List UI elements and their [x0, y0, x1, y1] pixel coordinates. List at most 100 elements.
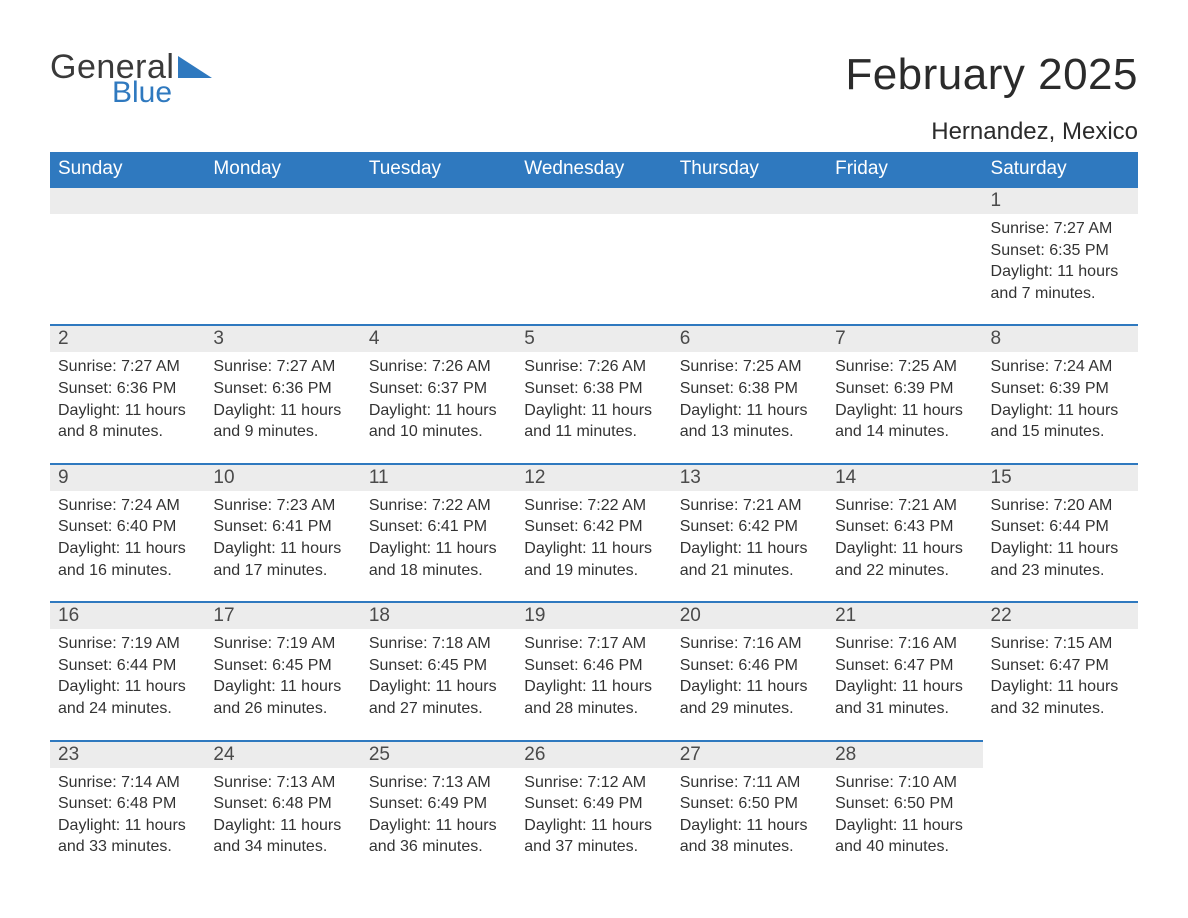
sunset-line: Sunset: 6:42 PM: [680, 516, 819, 538]
day-number: 20: [672, 601, 827, 629]
day-body: Sunrise: 7:22 AMSunset: 6:41 PMDaylight:…: [361, 491, 516, 601]
calendar-cell: 11Sunrise: 7:22 AMSunset: 6:41 PMDayligh…: [361, 463, 516, 601]
calendar-cell: 5Sunrise: 7:26 AMSunset: 6:38 PMDaylight…: [516, 324, 671, 462]
sunrise-line: Sunrise: 7:20 AM: [991, 495, 1130, 517]
day-number: 8: [983, 324, 1138, 352]
calendar-cell: 17Sunrise: 7:19 AMSunset: 6:45 PMDayligh…: [205, 601, 360, 739]
day-number-empty: [827, 186, 982, 214]
daylight-line-1: Daylight: 11 hours: [524, 676, 663, 698]
daylight-line-2: and 10 minutes.: [369, 421, 508, 443]
calendar-cell: 28Sunrise: 7:10 AMSunset: 6:50 PMDayligh…: [827, 740, 982, 878]
sunrise-line: Sunrise: 7:22 AM: [369, 495, 508, 517]
day-number: 26: [516, 740, 671, 768]
day-body: Sunrise: 7:22 AMSunset: 6:42 PMDaylight:…: [516, 491, 671, 601]
calendar-week: 23Sunrise: 7:14 AMSunset: 6:48 PMDayligh…: [50, 740, 1138, 878]
sunrise-line: Sunrise: 7:19 AM: [58, 633, 197, 655]
daylight-line-1: Daylight: 11 hours: [991, 676, 1130, 698]
sunrise-line: Sunrise: 7:14 AM: [58, 772, 197, 794]
daylight-line-1: Daylight: 11 hours: [58, 538, 197, 560]
day-body: Sunrise: 7:26 AMSunset: 6:37 PMDaylight:…: [361, 352, 516, 462]
day-number: 14: [827, 463, 982, 491]
daylight-line-1: Daylight: 11 hours: [213, 815, 352, 837]
sunset-line: Sunset: 6:39 PM: [991, 378, 1130, 400]
calendar-week: 16Sunrise: 7:19 AMSunset: 6:44 PMDayligh…: [50, 601, 1138, 739]
day-number-empty: [672, 186, 827, 214]
sunrise-line: Sunrise: 7:26 AM: [369, 356, 508, 378]
day-number: 27: [672, 740, 827, 768]
daylight-line-2: and 28 minutes.: [524, 698, 663, 720]
calendar-cell: [516, 186, 671, 324]
daylight-line-2: and 21 minutes.: [680, 560, 819, 582]
daylight-line-2: and 14 minutes.: [835, 421, 974, 443]
sunrise-line: Sunrise: 7:27 AM: [991, 218, 1130, 240]
calendar-cell: 7Sunrise: 7:25 AMSunset: 6:39 PMDaylight…: [827, 324, 982, 462]
sunset-line: Sunset: 6:49 PM: [369, 793, 508, 815]
day-number: 19: [516, 601, 671, 629]
sunset-line: Sunset: 6:36 PM: [213, 378, 352, 400]
calendar-cell: 4Sunrise: 7:26 AMSunset: 6:37 PMDaylight…: [361, 324, 516, 462]
day-header: Wednesday: [516, 152, 671, 186]
sunrise-line: Sunrise: 7:19 AM: [213, 633, 352, 655]
daylight-line-2: and 26 minutes.: [213, 698, 352, 720]
daylight-line-2: and 11 minutes.: [524, 421, 663, 443]
day-body: Sunrise: 7:13 AMSunset: 6:49 PMDaylight:…: [361, 768, 516, 878]
sunset-line: Sunset: 6:49 PM: [524, 793, 663, 815]
calendar-cell: 20Sunrise: 7:16 AMSunset: 6:46 PMDayligh…: [672, 601, 827, 739]
daylight-line-2: and 36 minutes.: [369, 836, 508, 858]
day-header: Friday: [827, 152, 982, 186]
day-body: Sunrise: 7:27 AMSunset: 6:36 PMDaylight:…: [50, 352, 205, 462]
daylight-line-2: and 27 minutes.: [369, 698, 508, 720]
sunrise-line: Sunrise: 7:26 AM: [524, 356, 663, 378]
sunset-line: Sunset: 6:48 PM: [213, 793, 352, 815]
day-number: 9: [50, 463, 205, 491]
sunrise-line: Sunrise: 7:21 AM: [680, 495, 819, 517]
daylight-line-1: Daylight: 11 hours: [524, 538, 663, 560]
daylight-line-2: and 32 minutes.: [991, 698, 1130, 720]
sunrise-line: Sunrise: 7:15 AM: [991, 633, 1130, 655]
daylight-line-1: Daylight: 11 hours: [524, 815, 663, 837]
calendar-cell: 9 Sunrise: 7:24 AMSunset: 6:40 PMDaylight…: [50, 463, 205, 601]
sunrise-line: Sunrise: 7:16 AM: [835, 633, 974, 655]
sunset-line: Sunset: 6:44 PM: [991, 516, 1130, 538]
daylight-line-1: Daylight: 11 hours: [369, 815, 508, 837]
day-body: Sunrise: 7:10 AMSunset: 6:50 PMDaylight:…: [827, 768, 982, 878]
calendar-cell: [361, 186, 516, 324]
sunrise-line: Sunrise: 7:27 AM: [58, 356, 197, 378]
daylight-line-1: Daylight: 11 hours: [991, 261, 1130, 283]
daylight-line-1: Daylight: 11 hours: [58, 815, 197, 837]
calendar-cell: 3Sunrise: 7:27 AMSunset: 6:36 PMDaylight…: [205, 324, 360, 462]
sunrise-line: Sunrise: 7:11 AM: [680, 772, 819, 794]
sunset-line: Sunset: 6:50 PM: [680, 793, 819, 815]
calendar-cell: 24Sunrise: 7:13 AMSunset: 6:48 PMDayligh…: [205, 740, 360, 878]
brand-flag-icon: [178, 56, 212, 84]
sunset-line: Sunset: 6:48 PM: [58, 793, 197, 815]
calendar-cell: [205, 186, 360, 324]
daylight-line-2: and 37 minutes.: [524, 836, 663, 858]
sunset-line: Sunset: 6:41 PM: [369, 516, 508, 538]
calendar-cell: [672, 186, 827, 324]
day-body: Sunrise: 7:17 AMSunset: 6:46 PMDaylight:…: [516, 629, 671, 739]
day-body: Sunrise: 7:27 AMSunset: 6:36 PMDaylight:…: [205, 352, 360, 462]
sunset-line: Sunset: 6:43 PM: [835, 516, 974, 538]
day-body: Sunrise: 7:27 AMSunset: 6:35 PMDaylight:…: [983, 214, 1138, 324]
sunrise-line: Sunrise: 7:21 AM: [835, 495, 974, 517]
daylight-line-1: Daylight: 11 hours: [835, 676, 974, 698]
daylight-line-2: and 31 minutes.: [835, 698, 974, 720]
calendar-cell: 15Sunrise: 7:20 AMSunset: 6:44 PMDayligh…: [983, 463, 1138, 601]
day-number-empty: [361, 186, 516, 214]
daylight-line-2: and 19 minutes.: [524, 560, 663, 582]
day-number-empty: [50, 186, 205, 214]
sunset-line: Sunset: 6:46 PM: [524, 655, 663, 677]
daylight-line-1: Daylight: 11 hours: [58, 676, 197, 698]
calendar-cell: 2Sunrise: 7:27 AMSunset: 6:36 PMDaylight…: [50, 324, 205, 462]
sunrise-line: Sunrise: 7:24 AM: [58, 495, 197, 517]
day-number: 23: [50, 740, 205, 768]
sunrise-line: Sunrise: 7:12 AM: [524, 772, 663, 794]
calendar-week: 9Sunrise: 7:24 AMSunset: 6:40 PMDaylight…: [50, 463, 1138, 601]
daylight-line-2: and 33 minutes.: [58, 836, 197, 858]
day-body: Sunrise: 7:21 AMSunset: 6:42 PMDaylight:…: [672, 491, 827, 601]
calendar-cell: 16Sunrise: 7:19 AMSunset: 6:44 PMDayligh…: [50, 601, 205, 739]
sunset-line: Sunset: 6:40 PM: [58, 516, 197, 538]
daylight-line-2: and 17 minutes.: [213, 560, 352, 582]
calendar-week: 2Sunrise: 7:27 AMSunset: 6:36 PMDaylight…: [50, 324, 1138, 462]
